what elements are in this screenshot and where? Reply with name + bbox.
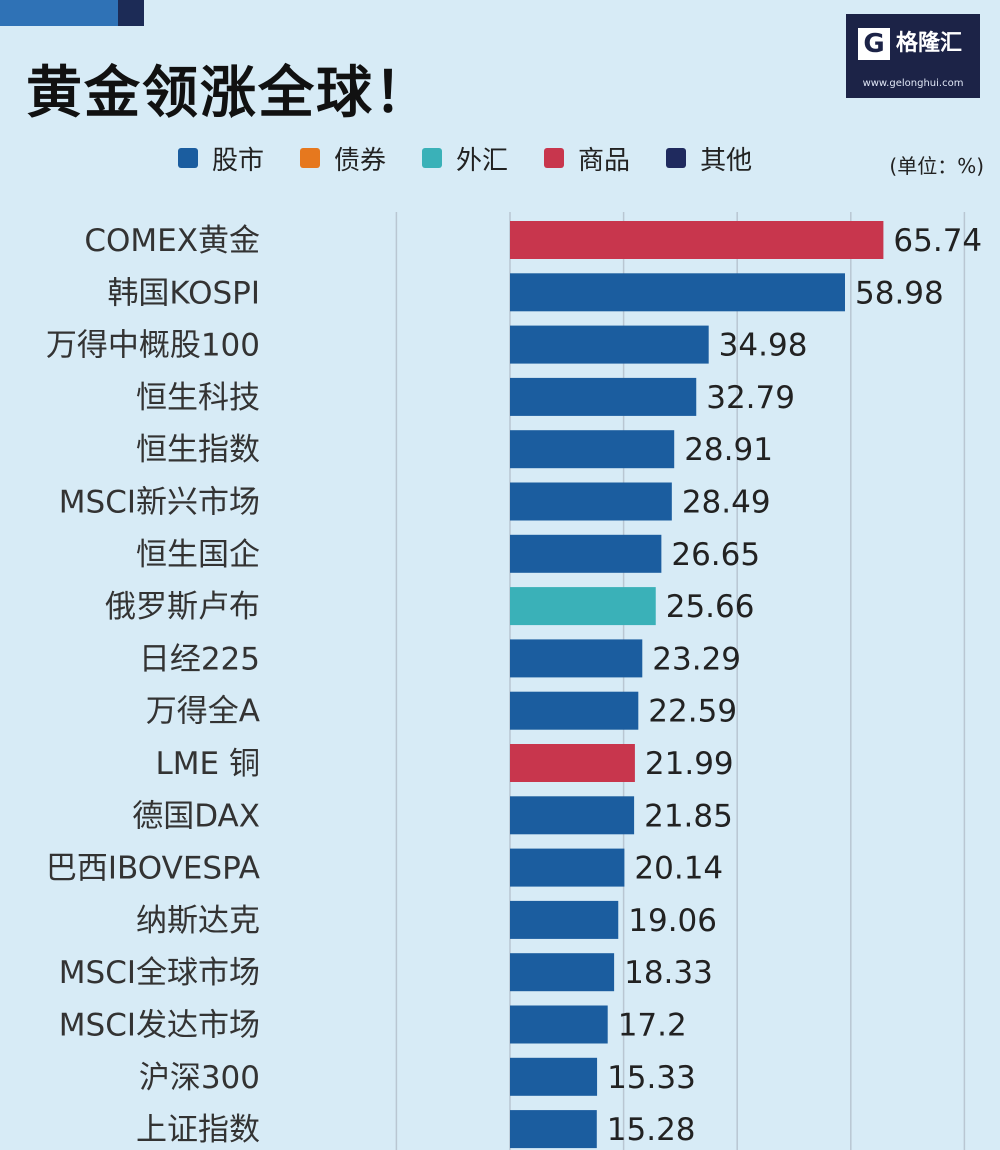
legend-label: 债券	[334, 145, 387, 176]
legend-label: 股市	[212, 145, 265, 176]
category-label: COMEX黄金	[84, 223, 260, 259]
value-label: 28.91	[684, 432, 773, 468]
bar	[510, 430, 675, 469]
bar	[510, 1057, 598, 1096]
category-label: 上证指数	[136, 1112, 260, 1148]
category-label: 恒生科技	[136, 380, 260, 416]
category-label: 韩国KOSPI	[107, 275, 260, 311]
category-label: 恒生指数	[136, 432, 260, 468]
logo-mark-icon: G	[858, 28, 890, 60]
chart-legend: 股市 债券 外汇 商品 其他	[178, 140, 788, 176]
bar	[510, 691, 639, 730]
decor-bar-navy	[118, 0, 144, 26]
category-label: 沪深300	[139, 1060, 260, 1096]
value-label: 21.85	[644, 798, 733, 834]
category-label: 巴西IBOVESPA	[46, 851, 260, 887]
bar	[510, 796, 635, 835]
category-label: 日经225	[139, 641, 260, 677]
value-label: 26.65	[671, 537, 760, 573]
logo-url: www.gelonghui.com	[862, 78, 964, 89]
gelonghui-logo: G 格隆汇 www.gelonghui.com	[846, 14, 980, 98]
bar	[510, 953, 615, 992]
bar	[510, 221, 884, 259]
value-label: 17.2	[618, 1008, 687, 1044]
value-label: 19.06	[628, 903, 717, 939]
value-label: 58.98	[855, 275, 944, 311]
value-label: 65.74	[893, 223, 982, 259]
legend-item-fx: 外汇	[422, 140, 508, 177]
category-label: 恒生国企	[136, 537, 260, 573]
legend-item-other: 其他	[666, 140, 752, 177]
category-label: 德国DAX	[132, 798, 260, 834]
logo-name: 格隆汇	[896, 31, 963, 56]
legend-swatch	[544, 148, 565, 168]
category-label: MSCI新兴市场	[59, 485, 260, 521]
bar	[510, 900, 619, 939]
value-label: 34.98	[719, 328, 808, 364]
value-label: 18.33	[624, 955, 713, 991]
bar	[510, 534, 662, 573]
category-label: 纳斯达克	[136, 903, 260, 939]
value-label: 23.29	[652, 641, 741, 677]
bar	[510, 482, 672, 521]
chart-title: 黄金领涨全球！	[26, 61, 432, 126]
bar	[510, 377, 697, 416]
value-label: 28.49	[682, 485, 771, 521]
category-label: 俄罗斯卢布	[105, 589, 260, 625]
category-label: MSCI全球市场	[59, 955, 260, 991]
category-label: 万得中概股100	[46, 328, 260, 364]
legend-swatch	[666, 148, 687, 168]
bar	[510, 848, 625, 887]
unit-label: (单位：%)	[889, 154, 984, 178]
legend-label: 其他	[700, 145, 753, 176]
legend-item-bonds: 债券	[300, 140, 386, 177]
value-label: 25.66	[666, 589, 755, 625]
value-label: 20.14	[634, 851, 723, 887]
value-label: 15.28	[607, 1112, 696, 1148]
bar	[510, 325, 709, 364]
bar	[510, 1005, 608, 1044]
category-label: 万得全A	[146, 694, 260, 730]
legend-item-commodities: 商品	[544, 140, 630, 177]
legend-label: 商品	[578, 145, 631, 176]
category-label: LME 铜	[156, 746, 260, 782]
bar	[510, 1110, 597, 1149]
legend-swatch	[422, 148, 443, 168]
bar	[510, 744, 635, 782]
bar	[510, 639, 643, 678]
legend-swatch	[300, 148, 321, 168]
value-label: 21.99	[645, 746, 734, 782]
legend-label: 外汇	[456, 145, 509, 176]
value-label: 32.79	[706, 380, 795, 416]
category-label: MSCI发达市场	[59, 1008, 260, 1044]
legend-swatch	[178, 148, 198, 168]
decor-bar-blue	[0, 0, 118, 26]
value-label: 22.59	[648, 694, 737, 730]
bar	[510, 587, 656, 626]
legend-item-stocks: 股市	[178, 140, 264, 177]
value-label: 15.33	[607, 1060, 696, 1096]
bar	[510, 273, 846, 312]
